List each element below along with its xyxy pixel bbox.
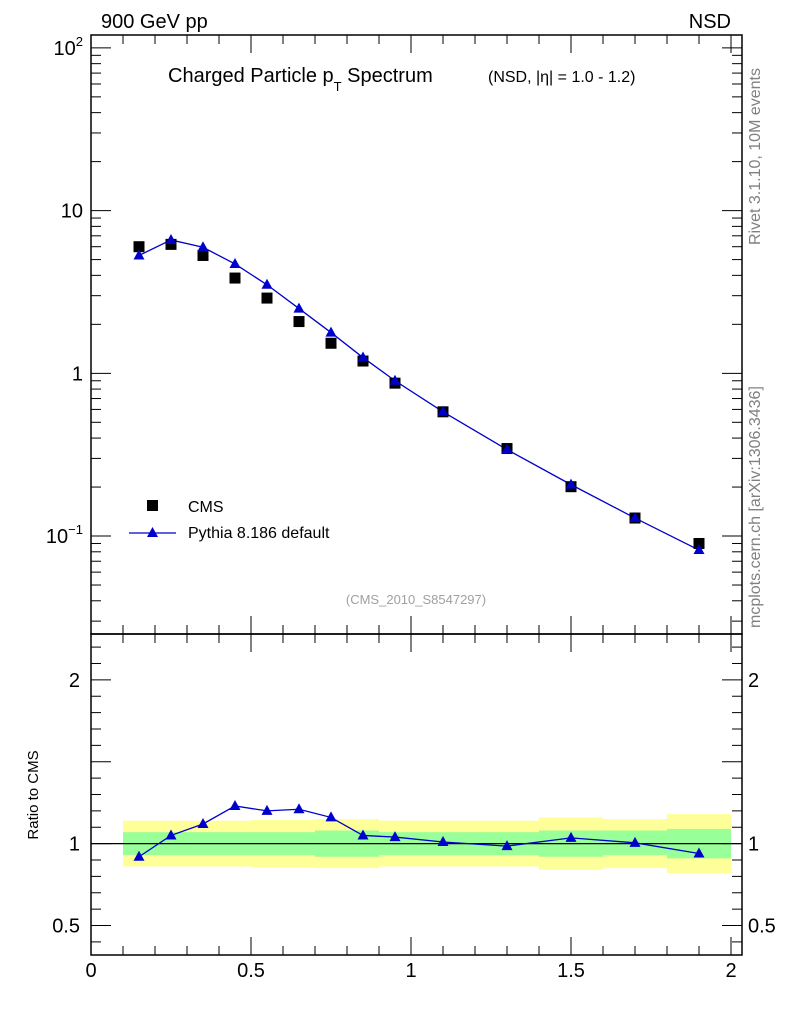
ratio-plot-frame xyxy=(90,633,743,956)
cms-data-point xyxy=(165,238,177,250)
cms-data-point xyxy=(325,337,337,349)
legend-pythia-marker xyxy=(147,527,158,537)
legend-cms-label: CMS xyxy=(188,499,224,516)
cms-data-point xyxy=(197,249,209,261)
pythia-data-point xyxy=(565,478,577,489)
ratio-series-layer xyxy=(133,799,705,861)
main-y-tick-label: 1 xyxy=(72,363,83,385)
ratio-pythia-point xyxy=(261,804,273,815)
ratio-y-tick-label-left: 1 xyxy=(69,834,80,856)
pythia-data-point xyxy=(389,374,401,385)
ratio-y-tick-label-right: 0.5 xyxy=(748,916,776,938)
energy-label: 900 GeV pp xyxy=(101,11,208,33)
rivet-version-label: Rivet 3.1.10, 10M events xyxy=(747,68,764,245)
pythia-data-point xyxy=(437,405,449,416)
pythia-data-point xyxy=(357,351,369,362)
ratio-axes: 2 21 10.5 0.50 0.5 1 1.5 2 xyxy=(52,634,776,982)
ratio-pythia-point xyxy=(165,829,177,840)
ratio-pythia-point xyxy=(437,835,449,846)
ratio-y-axis-label: Ratio to CMS xyxy=(25,750,42,839)
x-tick-label: 1.5 xyxy=(557,960,585,982)
pythia-data-point xyxy=(133,249,145,260)
x-tick-label: 0.5 xyxy=(237,960,265,982)
pythia-data-point xyxy=(629,512,641,523)
analysis-watermark: (CMS_2010_S8547297) xyxy=(346,592,486,607)
cms-data-point xyxy=(693,537,705,549)
pythia-data-point xyxy=(165,233,177,244)
ratio-pythia-point xyxy=(693,847,705,858)
cms-data-point xyxy=(133,241,145,253)
pythia-data-point xyxy=(197,241,209,252)
ratio-pythia-point xyxy=(293,803,305,814)
ratio-pythia-point xyxy=(197,817,209,828)
x-tick-label: 1 xyxy=(405,960,416,982)
ratio-pythia-point xyxy=(357,829,369,840)
pythia-data-point xyxy=(501,443,513,454)
ratio-pythia-point xyxy=(325,811,337,822)
ratio-pythia-point xyxy=(501,840,513,851)
ratio-pythia-point xyxy=(229,799,241,810)
ratio-pythia-point xyxy=(565,831,577,842)
ratio-y-tick-label-left: 0.5 xyxy=(52,916,80,938)
ratio-y-tick-label-right: 2 xyxy=(748,670,759,692)
cms-data-point xyxy=(293,316,305,328)
ratio-y-tick-label-right: 1 xyxy=(748,834,759,856)
pythia-data-point xyxy=(261,278,273,289)
ratio-y-tick-label-left: 2 xyxy=(69,670,80,692)
cms-data-point xyxy=(229,272,241,284)
ratio-uncertainty-bands xyxy=(123,814,731,874)
x-tick-label: 0 xyxy=(85,960,96,982)
pythia-data-point xyxy=(229,257,241,268)
process-label: NSD xyxy=(689,11,731,33)
ratio-pythia-point xyxy=(133,850,145,861)
main-y-tick-label: 102 xyxy=(54,34,83,60)
legend: CMS Pythia 8.186 default xyxy=(129,499,330,542)
ratio-pythia-point xyxy=(629,836,641,847)
main-y-tick-label: 10−1 xyxy=(46,522,83,548)
main-series-layer xyxy=(133,233,705,555)
ratio-pythia-line xyxy=(138,805,700,858)
cms-data-point xyxy=(261,292,273,304)
chart-title-detail: (NSD, |η| = 1.0 - 1.2) xyxy=(488,69,635,86)
pythia-data-point xyxy=(325,326,337,337)
pythia-data-point xyxy=(693,544,705,555)
main-y-axis: 102 10 1 10−1 xyxy=(46,34,742,634)
pythia-data-point xyxy=(293,302,305,313)
source-reference-label: mcplots.cern.ch [arXiv:1306.3436] xyxy=(747,386,764,628)
ratio-pythia-point xyxy=(389,831,401,842)
legend-pythia-label: Pythia 8.186 default xyxy=(188,525,330,542)
main-plot-frame xyxy=(90,34,743,635)
legend-cms-marker xyxy=(147,500,158,511)
x-tick-label: 2 xyxy=(725,960,736,982)
chart-title: Charged Particle pT Spectrum xyxy=(168,65,433,94)
main-y-tick-label: 10 xyxy=(61,201,83,223)
